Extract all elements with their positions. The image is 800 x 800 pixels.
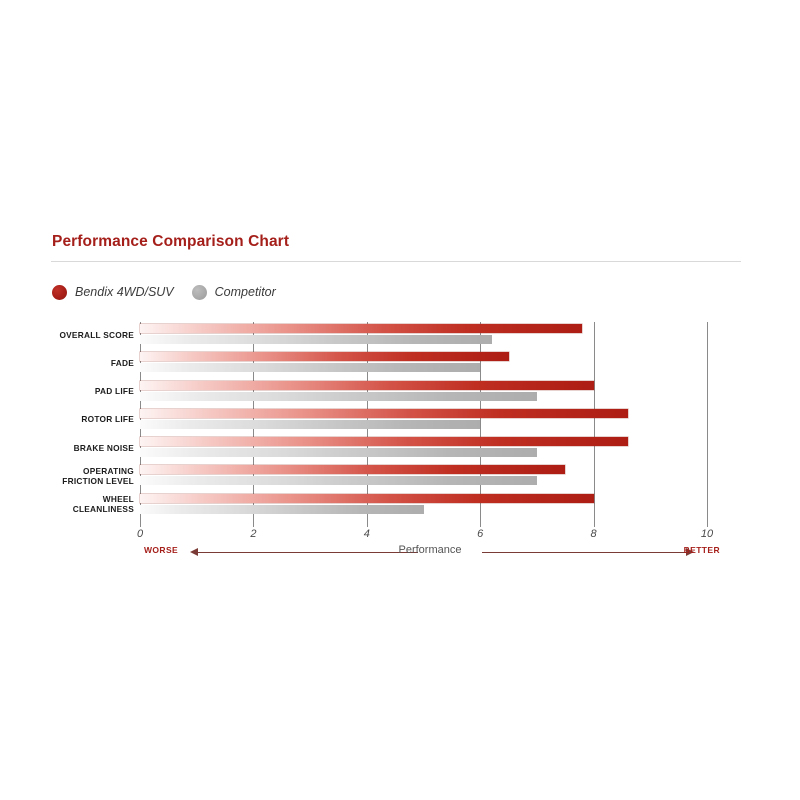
bar-row: [140, 407, 707, 435]
category-label: PAD LIFE: [94, 386, 134, 397]
bar-row: [140, 379, 707, 407]
tick-label-0: 0: [136, 528, 144, 540]
tick-label-4: 4: [363, 528, 370, 540]
page-title: Performance Comparison Chart: [52, 233, 290, 250]
tick-label-6: 6: [477, 528, 484, 540]
arrow-right-icon: [686, 548, 694, 556]
category-label: WHEEL CLEANLINESS: [72, 494, 134, 515]
tick-mark-6: [480, 520, 482, 527]
bar-bendix: [140, 493, 594, 503]
legend-label-bendix: Bendix 4WD/SUV: [75, 285, 174, 299]
gridline-6: [480, 322, 482, 520]
bar-row: [140, 435, 707, 463]
bar-bendix: [140, 408, 628, 418]
bar-competitor: [140, 504, 424, 514]
category-axis-labels: OVERALL SCORE FADE PAD LIFE ROTOR LIFE BRAKE…: [48, 322, 134, 520]
performance-direction-bar: WORSE Performance BETTER: [140, 544, 720, 560]
plot-area: [140, 322, 708, 520]
bar-bendix: [140, 352, 509, 362]
tick-mark-2: [253, 520, 255, 527]
arrow-right-line: [482, 552, 686, 553]
chart-legend: Bendix 4WD/SUV Competitor: [52, 282, 294, 302]
tick-label-2: 2: [250, 528, 257, 540]
tick-label-10: 10: [700, 528, 714, 540]
legend-item-bendix: Bendix 4WD/SUV: [52, 284, 174, 300]
bar-bendix: [140, 437, 628, 447]
legend-dot-red-icon: [52, 284, 67, 300]
category-label: OVERALL SCORE: [59, 329, 134, 340]
bar-rows: [140, 322, 707, 520]
bar-row: [140, 463, 707, 491]
category-label: ROTOR LIFE: [81, 414, 134, 425]
legend-dot-gray-icon: [191, 284, 207, 300]
tick-mark-0: [140, 520, 141, 527]
gridline-8: [593, 322, 595, 520]
gridline-10: [707, 322, 708, 520]
bar-competitor: [140, 476, 537, 486]
bar-bendix: [140, 324, 583, 333]
title-divider: [51, 261, 741, 262]
tick-mark-4: [366, 520, 368, 527]
bar-competitor: [140, 335, 492, 344]
legend-item-competitor: Competitor: [191, 284, 276, 300]
label-better: BETTER: [683, 545, 720, 555]
tick-label-8: 8: [590, 528, 597, 540]
tick-mark-10: [707, 520, 708, 527]
category-label: FADE: [110, 357, 134, 368]
arrow-left-line: [198, 552, 418, 553]
bar-competitor: [140, 448, 537, 458]
axis-label-performance: Performance: [398, 544, 462, 556]
bar-row: [140, 492, 707, 520]
legend-label-competitor: Competitor: [214, 285, 276, 299]
category-label: BRAKE NOISE: [73, 442, 134, 453]
bar-bendix: [140, 465, 566, 475]
bar-row: [140, 322, 707, 350]
x-axis: 0 2 4 6 8 10: [136, 520, 713, 542]
label-worse: WORSE: [144, 545, 179, 555]
bar-competitor: [140, 363, 481, 373]
bar-competitor: [140, 419, 481, 429]
arrow-left-icon: [190, 548, 198, 556]
bar-competitor: [140, 391, 537, 401]
bar-row: [140, 350, 707, 378]
tick-mark-8: [593, 520, 595, 527]
category-label: OPERATING FRICTION LEVEL: [62, 465, 134, 486]
bar-bendix: [140, 380, 594, 390]
